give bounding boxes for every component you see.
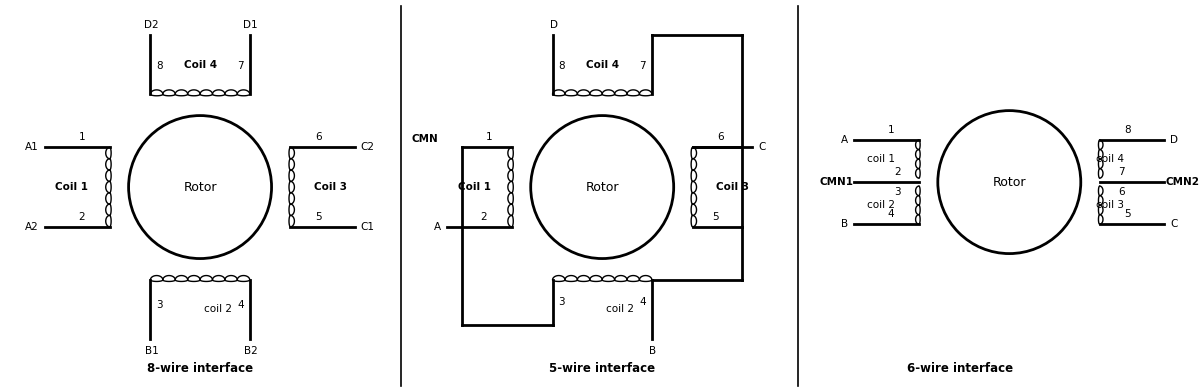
Text: 8-wire interface: 8-wire interface bbox=[148, 362, 253, 375]
Text: 6: 6 bbox=[718, 132, 724, 142]
Text: coil 3: coil 3 bbox=[1096, 200, 1123, 210]
Text: D: D bbox=[550, 20, 558, 30]
Text: coil 2: coil 2 bbox=[606, 304, 634, 314]
Text: Coil 1: Coil 1 bbox=[55, 182, 89, 192]
Text: CMN1: CMN1 bbox=[820, 177, 853, 187]
Text: 5-wire interface: 5-wire interface bbox=[550, 362, 655, 375]
Text: 4: 4 bbox=[888, 209, 894, 219]
Text: 6: 6 bbox=[314, 132, 322, 142]
Text: 8: 8 bbox=[1124, 125, 1130, 135]
Text: 8: 8 bbox=[558, 62, 565, 71]
Text: CMN2: CMN2 bbox=[1165, 177, 1199, 187]
Text: coil 2: coil 2 bbox=[868, 200, 895, 210]
Text: D2: D2 bbox=[144, 20, 158, 30]
Text: Rotor: Rotor bbox=[184, 181, 217, 194]
Text: A: A bbox=[841, 135, 848, 145]
Text: B1: B1 bbox=[144, 346, 158, 356]
Text: B: B bbox=[841, 219, 848, 229]
Text: 1: 1 bbox=[486, 132, 492, 142]
Text: 5: 5 bbox=[712, 212, 719, 222]
Text: B: B bbox=[649, 346, 656, 356]
Text: Coil 4: Coil 4 bbox=[184, 60, 217, 70]
Text: 7: 7 bbox=[238, 62, 244, 71]
Text: 7: 7 bbox=[640, 62, 647, 71]
Text: C2: C2 bbox=[361, 142, 374, 152]
Text: 1: 1 bbox=[888, 125, 894, 135]
Text: Coil 3: Coil 3 bbox=[313, 182, 347, 192]
Text: coil 1: coil 1 bbox=[868, 154, 895, 164]
Text: 6: 6 bbox=[1118, 187, 1124, 197]
Text: 2: 2 bbox=[79, 212, 85, 222]
Text: Coil 3: Coil 3 bbox=[715, 182, 749, 192]
Text: C1: C1 bbox=[361, 222, 374, 232]
Text: 6-wire interface: 6-wire interface bbox=[906, 362, 1013, 375]
Text: coil 2: coil 2 bbox=[204, 304, 232, 314]
Text: C: C bbox=[758, 142, 766, 152]
Text: D1: D1 bbox=[244, 20, 258, 30]
Text: 3: 3 bbox=[558, 297, 565, 307]
Text: 4: 4 bbox=[238, 300, 244, 310]
Text: 1: 1 bbox=[79, 132, 85, 142]
Text: 8: 8 bbox=[156, 62, 163, 71]
Text: A: A bbox=[434, 222, 440, 232]
Text: A1: A1 bbox=[25, 142, 40, 152]
Text: 7: 7 bbox=[1118, 167, 1124, 177]
Text: coil 4: coil 4 bbox=[1096, 154, 1123, 164]
Text: 3: 3 bbox=[894, 187, 900, 197]
Text: Rotor: Rotor bbox=[992, 176, 1026, 189]
Text: Coil 1: Coil 1 bbox=[457, 182, 491, 192]
Text: B2: B2 bbox=[244, 346, 258, 356]
Text: CMN: CMN bbox=[412, 134, 438, 144]
Text: Rotor: Rotor bbox=[586, 181, 619, 194]
Text: A2: A2 bbox=[25, 222, 40, 232]
Text: C: C bbox=[1170, 219, 1178, 229]
Text: 2: 2 bbox=[481, 212, 487, 222]
Text: 2: 2 bbox=[894, 167, 900, 177]
Text: 4: 4 bbox=[640, 297, 647, 307]
Text: Coil 4: Coil 4 bbox=[586, 60, 619, 70]
Text: 3: 3 bbox=[156, 300, 163, 310]
Text: 5: 5 bbox=[314, 212, 322, 222]
Text: D: D bbox=[1170, 135, 1178, 145]
Text: 5: 5 bbox=[1124, 209, 1130, 219]
